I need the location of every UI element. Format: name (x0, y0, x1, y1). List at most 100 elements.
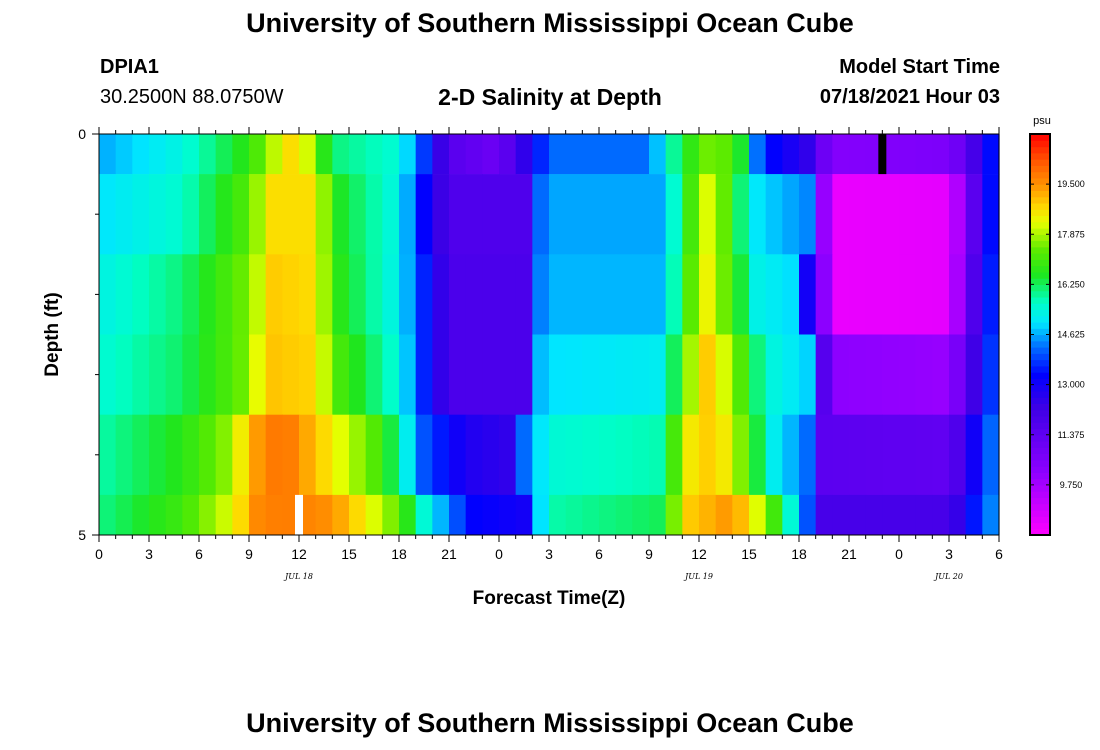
heatmap-cell (982, 414, 1000, 496)
heatmap-cell (382, 334, 400, 415)
heatmap-cell (865, 174, 883, 255)
heatmap-cell (849, 134, 867, 175)
heatmap-cell (615, 174, 633, 255)
heatmap-cell (899, 494, 917, 536)
heatmap-cell (182, 414, 200, 496)
x-tick-label: 15 (341, 546, 357, 562)
colorbar-swatch (1030, 146, 1050, 154)
heatmap-cell (215, 334, 233, 415)
heatmap-cell (99, 414, 117, 496)
heatmap-cell (982, 494, 1000, 536)
heatmap-cell (615, 494, 633, 536)
heatmap-cell (349, 134, 367, 175)
heatmap-cell (849, 174, 867, 255)
heatmap-cell (749, 334, 767, 415)
heatmap-cell (582, 254, 600, 335)
heatmap-cell (799, 134, 817, 175)
heatmap-cell (549, 174, 567, 255)
heatmap-cell (749, 254, 767, 335)
colorbar-swatch (1030, 328, 1050, 336)
heatmap-cell (99, 334, 117, 415)
colorbar-swatch (1030, 209, 1050, 217)
heatmap-cell (865, 334, 883, 415)
heatmap-cell (565, 174, 583, 255)
heatmap-cell (182, 174, 200, 255)
heatmap-cell (515, 254, 533, 335)
x-tick-label: 21 (441, 546, 457, 562)
colorbar-swatch (1030, 528, 1050, 536)
heatmap-cell (265, 134, 283, 175)
heatmap-cell (732, 414, 750, 496)
heatmap-cell (582, 134, 600, 175)
x-tick-label: 0 (495, 546, 503, 562)
heatmap-cell (782, 414, 800, 496)
colorbar-tick-label: 14.625 (1057, 330, 1085, 340)
heatmap-cell (532, 254, 550, 335)
heatmap-cell (932, 494, 950, 536)
heatmap-cell (249, 254, 267, 335)
heatmap-cell (765, 174, 783, 255)
heatmap-cell (165, 334, 183, 415)
heatmap-cell (415, 334, 433, 415)
heatmap-cell (382, 494, 400, 536)
heatmap-cell (265, 334, 283, 415)
heatmap-cell (549, 494, 567, 536)
heatmap-cell (982, 174, 1000, 255)
heatmap-cell (232, 334, 250, 415)
heatmap-cell (882, 254, 900, 335)
heatmap-cell (682, 494, 700, 536)
heatmap-cell (782, 254, 800, 335)
colorbar-swatch (1030, 303, 1050, 311)
heatmap-cell (715, 254, 733, 335)
colorbar-swatch (1030, 384, 1050, 392)
heatmap-cell (949, 174, 967, 255)
heatmap-cell (265, 414, 283, 496)
heatmap-cell (182, 254, 200, 335)
x-tick-label: 0 (895, 546, 903, 562)
heatmap-cell (399, 174, 417, 255)
heatmap-cell (615, 414, 633, 496)
heatmap-cell (415, 414, 433, 496)
heatmap-cell (799, 254, 817, 335)
heatmap-cell (715, 134, 733, 175)
heatmap-cell (915, 254, 933, 335)
heatmap-cell (465, 134, 483, 175)
colorbar-swatch (1030, 478, 1050, 486)
x-tick-label: 9 (645, 546, 653, 562)
heatmap-cell (599, 134, 617, 175)
heatmap-cell (699, 334, 717, 415)
model-start-value: 07/18/2021 Hour 03 (819, 86, 1000, 108)
heatmap-cell (932, 174, 950, 255)
heatmap-cell (515, 174, 533, 255)
colorbar-swatch (1030, 240, 1050, 248)
heatmap-cell (215, 254, 233, 335)
heatmap-cell (765, 414, 783, 496)
heatmap-cell (565, 134, 583, 175)
heatmap-cell (532, 134, 550, 175)
heatmap-cell (965, 134, 983, 175)
heatmap-cell (282, 254, 300, 335)
colorbar-swatch (1030, 221, 1050, 229)
colorbar-swatch (1030, 196, 1050, 204)
heatmap-cell (299, 134, 317, 175)
heatmap-cell (732, 254, 750, 335)
heatmap-cell (699, 254, 717, 335)
heatmap-cell (432, 174, 450, 255)
heatmap-cell (532, 174, 550, 255)
heatmap-cell (115, 174, 133, 255)
heatmap-cell (799, 334, 817, 415)
heatmap-cell (499, 414, 517, 496)
heatmap-cell (899, 254, 917, 335)
heatmap-cell (249, 134, 267, 175)
heatmap-cell (982, 254, 1000, 335)
heatmap-cell (132, 414, 150, 496)
heatmap-cell (832, 254, 850, 335)
heatmap-cell (615, 334, 633, 415)
heatmap-cell (565, 334, 583, 415)
colorbar-swatch (1030, 165, 1050, 173)
heatmap-cell (165, 134, 183, 175)
heatmap-cell (749, 414, 767, 496)
heatmap-cell (449, 494, 467, 536)
colorbar-swatch (1030, 409, 1050, 417)
heatmap-cell (449, 414, 467, 496)
